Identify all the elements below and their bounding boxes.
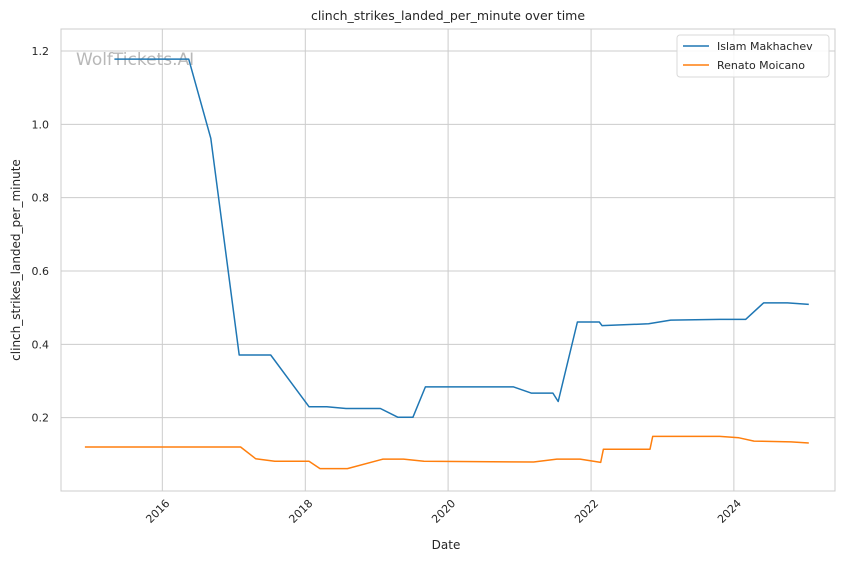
y-tick-label: 0.8 [32,192,50,205]
series-line-renato-moicano [84,435,809,470]
y-tick-label: 0.6 [32,265,50,278]
legend-label: Islam Makhachev [717,40,813,53]
chart-title: clinch_strikes_landed_per_minute over ti… [311,8,585,23]
x-axis-label: Date [432,538,461,552]
y-axis-ticks: 0.2 0.4 0.6 0.8 1.0 1.2 [32,45,50,425]
plot-frame [60,28,836,492]
y-tick-label: 1.0 [32,118,50,131]
series-line-islam-makhachev [114,58,809,419]
y-tick-label: 0.2 [32,412,50,425]
watermark: WolfTickets.AI [76,50,194,70]
grid [61,29,835,491]
y-axis-label: clinch_strikes_landed_per_minute [9,159,23,361]
y-tick-label: 1.2 [32,45,50,58]
legend-label: Renato Moicano [717,59,805,72]
legend: Islam Makhachev Renato Moicano [676,34,830,78]
y-tick-label: 0.4 [32,338,50,351]
legend-box [676,34,830,78]
series-layer [84,58,809,470]
